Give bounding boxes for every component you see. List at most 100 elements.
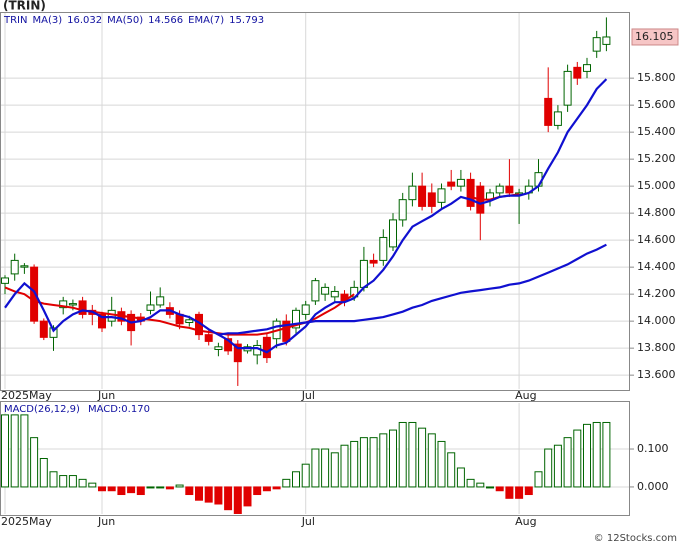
macd-bar xyxy=(418,427,427,488)
macd-bar xyxy=(20,414,29,488)
candle-body xyxy=(30,266,39,322)
y-tick-label: 0.100 xyxy=(637,442,669,455)
macd-bar xyxy=(534,471,543,488)
macd-bar xyxy=(68,475,77,488)
macd-bar xyxy=(175,484,184,488)
candle-body xyxy=(59,300,68,309)
x-tick-label: Jun xyxy=(97,515,115,528)
x-tick-label: Jul xyxy=(301,515,315,528)
candle-body xyxy=(224,338,233,352)
candle-body xyxy=(553,111,562,126)
macd-bar xyxy=(602,421,611,488)
y-tick-label: 14.800 xyxy=(637,206,676,219)
macd-bar xyxy=(515,486,524,499)
last-price-label: 16.105 xyxy=(635,30,674,43)
x-tick-label: 2025May xyxy=(1,389,52,402)
macd-bar xyxy=(127,486,136,494)
macd-bar xyxy=(447,452,456,488)
macd-name: MACD(26,12,9) xyxy=(4,404,80,415)
macd-bar xyxy=(359,437,368,488)
y-tick-label: 15.200 xyxy=(637,152,676,165)
macd-bar xyxy=(185,486,194,496)
macd-bar xyxy=(592,421,601,488)
macd-bar xyxy=(233,486,242,514)
macd-bar xyxy=(30,437,39,488)
macd-bar xyxy=(204,486,213,503)
candle-body xyxy=(204,334,213,342)
y-tick-label: 15.400 xyxy=(637,125,676,138)
candle-body xyxy=(379,236,388,261)
candle-body xyxy=(156,296,165,306)
macd-bar xyxy=(136,486,145,496)
chart-title: (TRIN) xyxy=(3,0,46,13)
candle-body xyxy=(214,346,223,350)
candle-body xyxy=(146,304,155,311)
macd-bar xyxy=(214,486,223,505)
watermark: © 12Stocks.com xyxy=(594,533,677,544)
macd-bar xyxy=(156,486,165,489)
candle-body xyxy=(573,66,582,79)
candle-body xyxy=(185,319,194,323)
macd-bar xyxy=(88,482,97,488)
macd-bar xyxy=(427,433,436,488)
candle-body xyxy=(98,313,106,329)
candle-body xyxy=(466,178,475,207)
candle-body xyxy=(544,97,553,126)
y-tick-label: 13.800 xyxy=(637,341,676,354)
x-tick-label: 2025May xyxy=(1,515,52,528)
macd-bar xyxy=(389,429,397,488)
y-tick-label: 14.600 xyxy=(637,233,676,246)
candle-body xyxy=(389,219,397,248)
candle-body xyxy=(583,64,591,72)
macd-bar xyxy=(39,458,48,488)
macd-bar xyxy=(272,486,281,490)
candle-body xyxy=(592,37,601,52)
macd-bar xyxy=(553,444,562,488)
y-tick-label: 0.000 xyxy=(637,480,669,493)
y-tick-label: 14.200 xyxy=(637,287,676,300)
macd-bar xyxy=(524,486,533,496)
macd-bar xyxy=(117,486,126,496)
candle-body xyxy=(427,192,436,207)
candle-body xyxy=(495,185,504,194)
macd-bar xyxy=(340,444,349,488)
indicator-line xyxy=(218,243,607,336)
macd-bar xyxy=(1,414,9,488)
legend-text: 16.032 xyxy=(67,15,102,26)
y-tick-label: 15.800 xyxy=(637,71,676,84)
candle-body xyxy=(49,327,58,338)
y-tick-label: 15.000 xyxy=(637,179,676,192)
macd-bar xyxy=(301,463,310,488)
macd-bar xyxy=(146,486,155,489)
macd-bar xyxy=(583,423,591,488)
indicator-line xyxy=(4,78,608,354)
legend-text: EMA(7) xyxy=(188,15,224,26)
macd-bar xyxy=(282,478,291,488)
x-tick-label: Jul xyxy=(301,389,315,402)
macd-bar xyxy=(505,486,514,499)
macd-bar xyxy=(262,486,271,492)
candle-body xyxy=(311,280,320,302)
legend-text: MA(50) xyxy=(107,15,143,26)
macd-bar xyxy=(59,475,68,488)
macd-bar xyxy=(165,486,174,490)
macd-bar xyxy=(563,437,572,488)
macd-bar xyxy=(369,437,378,488)
candle-body xyxy=(456,178,465,187)
candle-body xyxy=(602,36,611,45)
macd-bar xyxy=(98,486,106,492)
macd-bar xyxy=(350,440,359,488)
x-tick-label: Aug xyxy=(515,389,536,402)
macd-bar xyxy=(243,486,252,507)
macd-bar xyxy=(456,467,465,488)
legend-text: 14.566 xyxy=(148,15,183,26)
candle-body xyxy=(359,259,368,288)
macd-bar xyxy=(253,486,262,496)
macd-value: MACD:0.170 xyxy=(88,404,150,415)
y-tick-label: 14.000 xyxy=(637,314,676,327)
macd-bar xyxy=(486,486,494,489)
candle-body xyxy=(418,185,427,207)
legend-text: 15.793 xyxy=(229,15,264,26)
macd-bar xyxy=(379,433,388,488)
macd-bar xyxy=(292,471,300,488)
